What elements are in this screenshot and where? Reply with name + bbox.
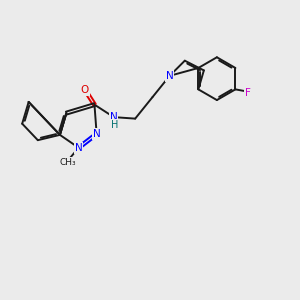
Text: O: O — [81, 85, 89, 95]
Text: H: H — [111, 120, 118, 130]
Text: N: N — [166, 71, 173, 81]
Text: N: N — [75, 143, 83, 153]
Text: N: N — [110, 112, 118, 122]
Text: CH₃: CH₃ — [60, 158, 76, 166]
Text: F: F — [245, 88, 251, 98]
Text: N: N — [93, 129, 101, 139]
